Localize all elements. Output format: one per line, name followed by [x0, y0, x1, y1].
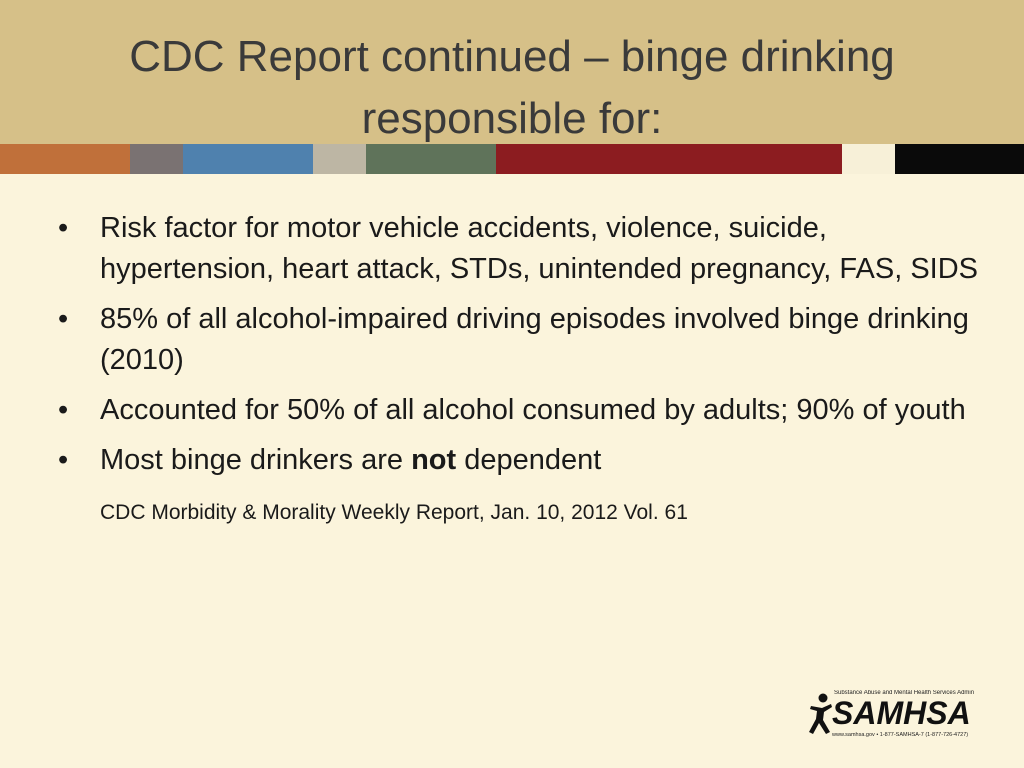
bullet-text: Accounted for 50% of all alcohol consume…: [100, 394, 966, 426]
stripe-segment-red: [496, 144, 842, 174]
bullet-icon: •: [58, 444, 69, 476]
logo-contact-line: www.samhsa.gov • 1-877-SAMHSA-7 (1-877-7…: [832, 732, 969, 738]
bullet-text-end: dependent: [456, 444, 602, 476]
bullet-text: Most binge drinkers are not dependent: [100, 444, 601, 476]
bullet-text: Risk factor for motor vehicle accidents,…: [100, 212, 979, 285]
bullet-item: • 85% of all alcohol-impaired driving ep…: [58, 299, 978, 381]
bullet-icon: •: [58, 212, 69, 244]
bullet-item: • Accounted for 50% of all alcohol consu…: [58, 390, 978, 431]
stripe-segment-black: [895, 144, 1024, 174]
bullet-text-start: Most binge drinkers are: [100, 444, 412, 476]
citation: CDC Morbidity & Morality Weekly Report, …: [100, 501, 688, 524]
person-figure-icon: [809, 693, 832, 734]
title-banner: CDC Report continued – binge drinking re…: [0, 0, 1024, 144]
stripe-segment-beige: [313, 144, 366, 174]
bullet-text-bold: not: [411, 444, 457, 476]
samhsa-logo: Substance Abuse and Mental Health Servic…: [808, 690, 976, 742]
stripe-segment-green: [366, 144, 496, 174]
bullet-item: • Risk factor for motor vehicle accident…: [58, 208, 978, 290]
bullet-icon: •: [58, 394, 69, 426]
bullet-text: 85% of all alcohol-impaired driving epis…: [100, 303, 969, 376]
bullet-list: • Risk factor for motor vehicle accident…: [58, 208, 978, 481]
bullet-item: • Most binge drinkers are not dependent: [58, 440, 978, 481]
stripe-segment-gray: [130, 144, 183, 174]
slide-title-line-1: CDC Report continued – binge drinking: [129, 32, 895, 81]
stripe-segment-blue: [183, 144, 313, 174]
logo-agency-name: Substance Abuse and Mental Health Servic…: [834, 690, 974, 696]
slide-body: • Risk factor for motor vehicle accident…: [58, 208, 978, 527]
slide-title: CDC Report continued – binge drinking re…: [62, 26, 962, 150]
stripe-segment-cream: [842, 144, 895, 174]
stripe-segment-orange: [0, 144, 130, 174]
logo-wordmark: SAMHSA: [832, 695, 971, 731]
bullet-icon: •: [58, 303, 69, 335]
slide-title-line-2: responsible for:: [361, 94, 663, 143]
